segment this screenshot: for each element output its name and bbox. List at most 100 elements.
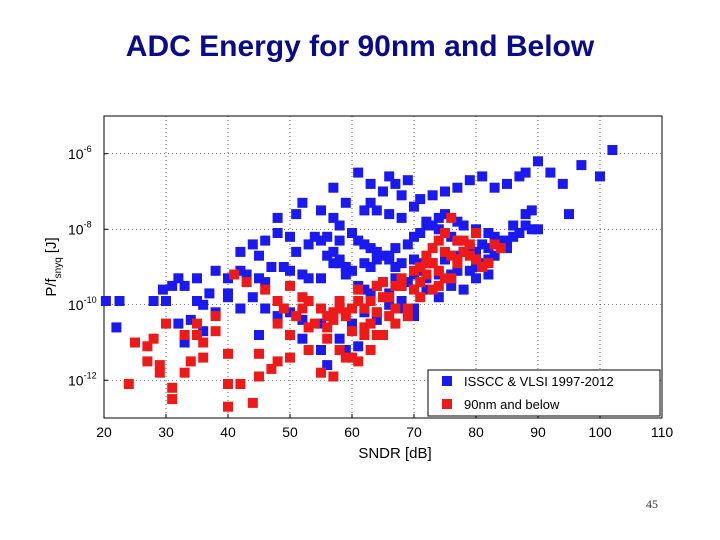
point-issc-vlsi	[396, 258, 407, 269]
y-axis-label-unit: [J]	[43, 237, 60, 253]
point-issc-vlsi	[520, 220, 531, 231]
point-issc-vlsi	[440, 254, 450, 265]
plot-area	[103, 115, 663, 419]
point-issc-vlsi	[433, 212, 444, 223]
point-90nm	[303, 296, 314, 306]
point-issc-vlsi	[148, 296, 159, 306]
x-tick-label: 110	[651, 424, 674, 440]
y-tick-label: 10-12	[68, 370, 97, 388]
point-90nm	[483, 258, 494, 269]
y-tick-base: 10	[68, 297, 84, 313]
point-issc-vlsi	[340, 262, 351, 272]
point-90nm	[371, 280, 382, 291]
point-issc-vlsi	[334, 235, 345, 246]
point-issc-vlsi	[192, 273, 202, 284]
point-90nm	[477, 262, 488, 272]
point-90nm	[409, 265, 419, 276]
point-issc-vlsi	[316, 205, 326, 216]
point-90nm	[378, 292, 388, 303]
point-90nm	[142, 341, 153, 352]
point-issc-vlsi	[365, 262, 376, 272]
point-issc-vlsi	[464, 175, 475, 186]
point-90nm	[278, 303, 289, 314]
point-issc-vlsi	[291, 246, 302, 257]
point-issc-vlsi	[359, 205, 370, 216]
point-90nm	[272, 356, 283, 367]
point-issc-vlsi	[508, 231, 519, 242]
point-issc-vlsi	[427, 190, 438, 201]
point-issc-vlsi	[458, 220, 469, 231]
point-90nm	[396, 273, 407, 284]
point-90nm	[471, 254, 481, 265]
point-issc-vlsi	[427, 220, 438, 231]
point-issc-vlsi	[378, 250, 388, 261]
point-issc-vlsi	[322, 231, 333, 242]
point-90nm	[179, 330, 190, 340]
point-90nm	[440, 228, 450, 238]
point-issc-vlsi	[576, 160, 587, 171]
point-90nm	[446, 250, 457, 261]
point-90nm	[384, 311, 395, 322]
point-issc-vlsi	[390, 262, 401, 272]
point-90nm	[359, 330, 370, 340]
point-90nm	[303, 345, 314, 355]
point-issc-vlsi	[371, 254, 382, 265]
point-issc-vlsi	[489, 182, 500, 193]
point-90nm	[340, 307, 351, 318]
point-90nm	[309, 318, 320, 329]
point-issc-vlsi	[371, 246, 382, 257]
point-issc-vlsi	[179, 280, 190, 291]
legend: ISSCC & VLSI 1997-2012 90nm and below	[427, 369, 661, 417]
point-issc-vlsi	[167, 280, 178, 291]
point-90nm	[464, 239, 475, 250]
point-issc-vlsi	[384, 250, 395, 261]
point-90nm	[223, 348, 233, 359]
point-issc-vlsi	[235, 246, 246, 257]
point-issc-vlsi	[192, 296, 202, 306]
point-issc-vlsi	[502, 178, 512, 189]
point-issc-vlsi	[353, 167, 364, 178]
legend-marker-red	[442, 399, 452, 409]
point-issc-vlsi	[402, 277, 413, 288]
point-issc-vlsi	[204, 288, 215, 299]
point-90nm	[340, 352, 351, 363]
point-issc-vlsi	[328, 212, 339, 223]
slide-title: ADC Energy for 90nm and Below	[125, 30, 595, 63]
point-90nm	[427, 284, 438, 295]
point-issc-vlsi	[483, 269, 494, 280]
point-issc-vlsi	[254, 273, 264, 284]
point-90nm	[415, 277, 426, 288]
point-issc-vlsi	[564, 209, 574, 220]
point-issc-vlsi	[285, 307, 295, 318]
point-issc-vlsi	[260, 277, 271, 288]
point-90nm	[427, 258, 438, 269]
point-issc-vlsi	[557, 178, 568, 189]
point-issc-vlsi	[402, 175, 413, 186]
point-issc-vlsi	[396, 296, 407, 306]
point-90nm	[421, 269, 432, 280]
y-tick-exponent: -6	[84, 144, 92, 154]
y-tick-label: 10-10	[68, 295, 97, 313]
point-issc-vlsi	[433, 224, 444, 235]
point-issc-vlsi	[365, 197, 376, 208]
point-90nm	[452, 258, 463, 269]
point-issc-vlsi	[111, 322, 122, 333]
point-90nm	[247, 397, 258, 408]
point-90nm	[328, 307, 339, 318]
point-90nm	[421, 250, 432, 261]
point-issc-vlsi	[272, 228, 283, 238]
point-90nm	[390, 280, 401, 291]
point-issc-vlsi	[285, 231, 295, 242]
point-90nm	[458, 235, 469, 246]
x-axis-label: SNDR [dB]	[358, 445, 431, 462]
point-issc-vlsi	[161, 296, 171, 306]
point-issc-vlsi	[489, 231, 500, 242]
y-tick-label: 10-6	[68, 144, 92, 162]
legend-label-red: 90nm and below	[464, 397, 560, 412]
point-90nm	[229, 269, 240, 280]
point-90nm	[471, 228, 481, 238]
point-issc-vlsi	[433, 292, 444, 303]
point-90nm	[235, 379, 246, 389]
point-issc-vlsi	[526, 224, 537, 235]
